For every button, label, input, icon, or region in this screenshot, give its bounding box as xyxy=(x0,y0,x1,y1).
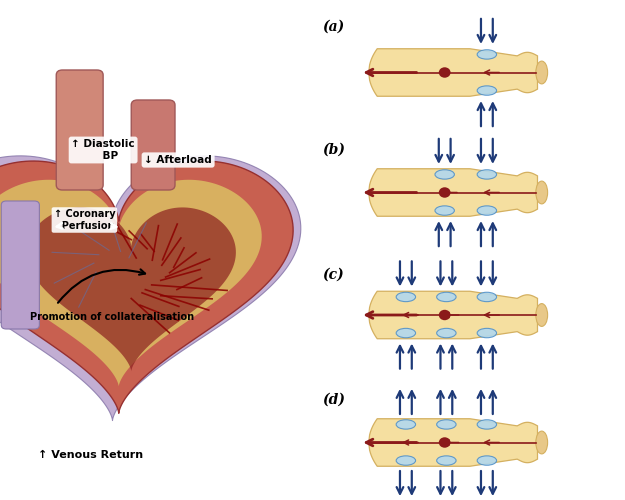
Text: ↑ Diastolic
    BP: ↑ Diastolic BP xyxy=(71,139,135,161)
Ellipse shape xyxy=(439,188,451,198)
Polygon shape xyxy=(369,49,538,96)
FancyBboxPatch shape xyxy=(56,70,103,190)
Ellipse shape xyxy=(439,68,451,78)
Ellipse shape xyxy=(437,420,456,429)
Text: (a): (a) xyxy=(322,20,344,34)
Text: (c): (c) xyxy=(322,268,344,281)
Ellipse shape xyxy=(437,456,456,465)
Ellipse shape xyxy=(477,206,497,215)
Text: ↑ Coronary
  Perfusion: ↑ Coronary Perfusion xyxy=(54,209,115,231)
FancyBboxPatch shape xyxy=(1,201,39,329)
Ellipse shape xyxy=(396,456,416,465)
Polygon shape xyxy=(369,169,538,216)
Ellipse shape xyxy=(435,206,454,215)
Ellipse shape xyxy=(477,50,497,59)
Ellipse shape xyxy=(477,170,497,179)
Ellipse shape xyxy=(477,86,497,95)
Text: ↑ Venous Return: ↑ Venous Return xyxy=(38,450,142,460)
Polygon shape xyxy=(369,291,538,339)
Text: (b): (b) xyxy=(322,142,345,156)
Ellipse shape xyxy=(437,292,456,302)
Ellipse shape xyxy=(396,292,416,302)
Polygon shape xyxy=(0,156,301,420)
Text: (d): (d) xyxy=(322,392,345,406)
Ellipse shape xyxy=(477,456,497,465)
Ellipse shape xyxy=(536,181,548,204)
Text: Promotion of collateralisation: Promotion of collateralisation xyxy=(31,312,194,322)
Ellipse shape xyxy=(439,310,451,320)
Polygon shape xyxy=(0,161,293,413)
Polygon shape xyxy=(369,419,538,466)
Ellipse shape xyxy=(396,420,416,429)
Ellipse shape xyxy=(477,292,497,302)
Text: ↓ Afterload: ↓ Afterload xyxy=(144,155,212,165)
Ellipse shape xyxy=(477,328,497,338)
Ellipse shape xyxy=(536,304,548,326)
Ellipse shape xyxy=(439,438,451,448)
FancyBboxPatch shape xyxy=(131,100,175,190)
Ellipse shape xyxy=(536,61,548,84)
Ellipse shape xyxy=(437,328,456,338)
Ellipse shape xyxy=(396,328,416,338)
Polygon shape xyxy=(27,208,236,372)
Polygon shape xyxy=(0,180,262,386)
Ellipse shape xyxy=(477,420,497,429)
Ellipse shape xyxy=(536,431,548,454)
Ellipse shape xyxy=(435,170,454,179)
